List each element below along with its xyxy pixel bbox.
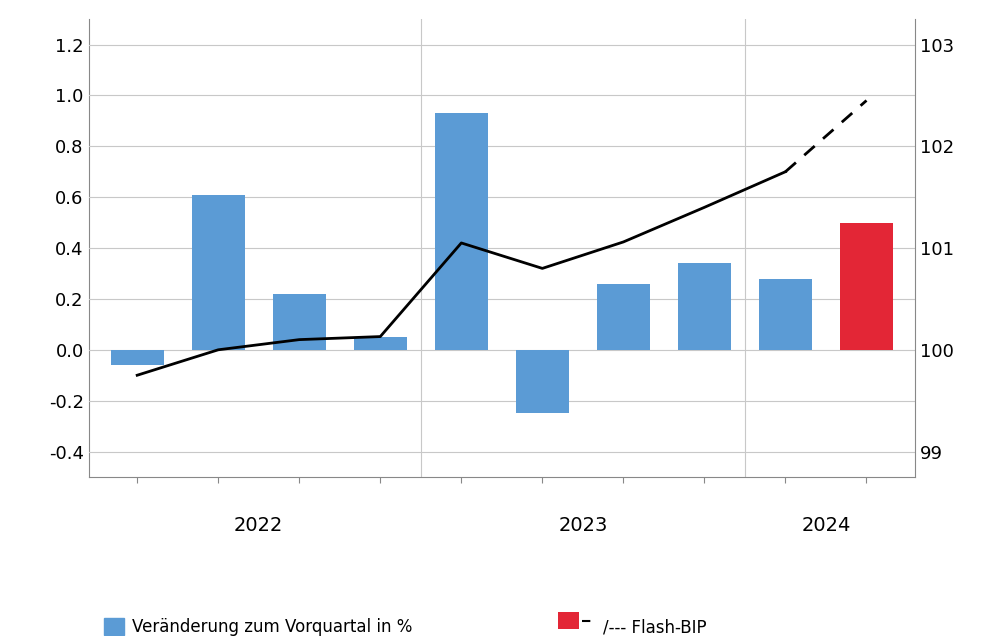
Bar	[840, 223, 892, 350]
Bar	[597, 284, 649, 350]
Bar	[678, 263, 731, 350]
Bar	[192, 195, 245, 350]
Bar	[516, 350, 569, 413]
Text: 2023: 2023	[558, 516, 607, 535]
Bar	[111, 350, 163, 365]
Bar	[435, 113, 488, 350]
Bar	[354, 337, 406, 350]
Text: 2024: 2024	[801, 516, 851, 535]
Text: 2022: 2022	[234, 516, 283, 535]
Bar	[273, 294, 326, 350]
Bar	[759, 279, 812, 350]
